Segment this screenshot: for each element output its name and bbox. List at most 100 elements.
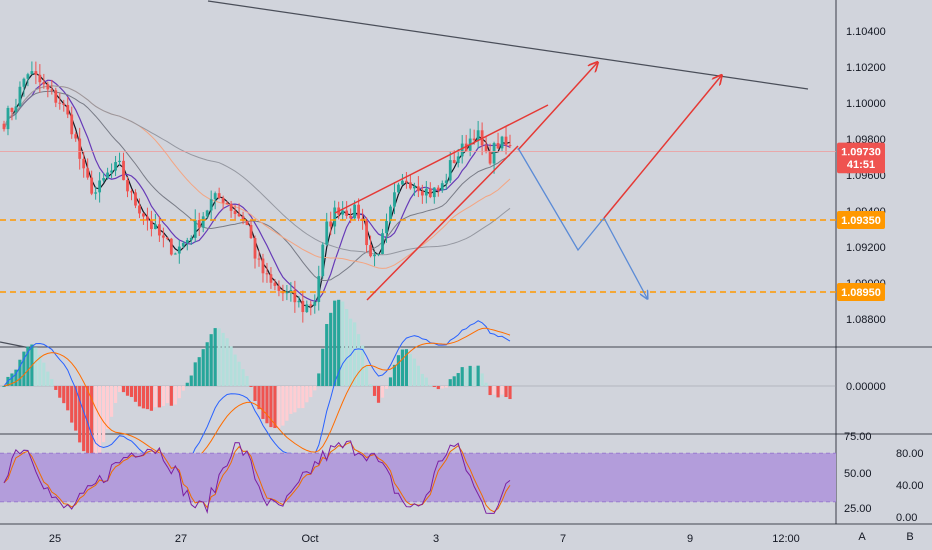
- macd-histogram-bar: [301, 386, 305, 409]
- candle-body: [273, 282, 277, 286]
- candle-body: [484, 145, 488, 152]
- candle-body: [46, 84, 50, 90]
- macd-histogram-bar: [133, 386, 138, 402]
- candle-body: [313, 302, 317, 306]
- candle-body: [241, 216, 245, 221]
- candle-body: [98, 180, 102, 193]
- macd-histogram-bar: [98, 386, 102, 454]
- candle-body: [221, 197, 225, 203]
- macd-pane: 0.00000: [0, 299, 886, 471]
- candle-body: [130, 191, 133, 193]
- wedge-lower-line: [366, 145, 519, 301]
- log-scale-button[interactable]: B: [906, 531, 913, 543]
- candle-body: [496, 143, 500, 149]
- time-tick-label: 12:00: [772, 533, 800, 545]
- projection-path-down: [517, 147, 605, 252]
- macd-histogram-bar: [341, 301, 345, 386]
- time-tick-label: Oct: [301, 533, 318, 545]
- candle-body: [345, 210, 349, 216]
- stoch-k-line: [3, 440, 511, 514]
- candle-body: [269, 274, 273, 283]
- macd-histogram-bar: [293, 386, 297, 413]
- candle-body: [436, 187, 440, 191]
- candle-body: [62, 103, 66, 105]
- macd-histogram-bar: [261, 386, 265, 419]
- macd-histogram-bar: [452, 376, 456, 386]
- candle-body: [2, 123, 6, 130]
- candle-body: [440, 183, 444, 191]
- price-axis: 1.104001.102001.100001.098001.096001.094…: [837, 26, 886, 326]
- macd-histogram-bar: [349, 318, 353, 386]
- macd-histogram-bar: [42, 362, 46, 386]
- macd-histogram-bar: [372, 386, 377, 396]
- macd-histogram-bar: [376, 386, 381, 403]
- candle-body: [70, 114, 74, 135]
- candle-body: [197, 220, 201, 228]
- auto-scale-button[interactable]: A: [858, 531, 866, 543]
- candle-body: [193, 220, 197, 238]
- macd-histogram-bar: [400, 349, 405, 386]
- macd-histogram-bar: [173, 386, 177, 405]
- macd-histogram-bar: [70, 386, 74, 423]
- stoch-right-tick-label: 80.00: [896, 448, 924, 460]
- macd-histogram-bar: [360, 345, 365, 386]
- candle-body: [82, 158, 86, 169]
- macd-histogram-bar: [273, 386, 277, 429]
- stoch-d-line: [3, 441, 511, 513]
- candle-body: [249, 225, 253, 239]
- candle-body: [285, 292, 289, 294]
- macd-histogram-bar: [58, 386, 62, 398]
- candle-body: [428, 188, 432, 198]
- projection-arrow-up: [517, 63, 597, 151]
- macd-histogram-bar: [82, 386, 86, 452]
- macd-histogram-bar: [317, 373, 321, 386]
- macd-histogram-bar: [484, 382, 488, 386]
- candle-body: [189, 237, 193, 241]
- candle-body: [245, 220, 249, 226]
- candle-body: [257, 258, 261, 260]
- macd-histogram-bar: [468, 365, 472, 386]
- macd-histogram-bar: [353, 322, 357, 386]
- candle-body: [385, 221, 388, 234]
- macd-histogram-bar: [416, 365, 420, 386]
- candle-body: [229, 203, 233, 211]
- candle-body: [237, 214, 241, 217]
- macd-histogram-bar: [245, 376, 249, 386]
- price-tag-label: 1.08950: [841, 287, 881, 299]
- candle-body: [321, 244, 325, 277]
- macd-histogram-bar: [129, 386, 134, 397]
- overbought-oversold-band: [0, 453, 836, 502]
- candle-body: [157, 224, 161, 236]
- macd-histogram-bar: [380, 386, 385, 398]
- candle-body: [161, 235, 165, 238]
- macd-histogram-bar: [102, 386, 106, 443]
- candle-body: [138, 205, 141, 214]
- projection-arrow-down: [603, 217, 647, 298]
- macd-histogram-bar: [329, 312, 333, 386]
- macd-histogram-bar: [436, 386, 440, 390]
- candle-body: [54, 90, 58, 103]
- moving-average-line: [3, 85, 511, 256]
- macd-histogram-bar: [157, 386, 161, 408]
- candle-body: [181, 243, 185, 247]
- scale-buttons[interactable]: A B: [858, 531, 913, 543]
- candle-body: [420, 191, 424, 196]
- candle-body: [412, 186, 416, 189]
- candle-body: [58, 102, 62, 104]
- candle-body: [416, 186, 420, 192]
- macd-histogram-bar: [177, 386, 181, 399]
- macd-histogram-bar: [74, 386, 78, 431]
- time-tick-label: 7: [560, 533, 566, 545]
- macd-histogram-bar: [121, 386, 126, 393]
- macd-histogram-bar: [496, 386, 500, 398]
- macd-histogram-bar: [333, 300, 337, 386]
- candle-body: [261, 258, 265, 274]
- macd-histogram-bar: [337, 299, 341, 386]
- candle-body: [126, 180, 129, 192]
- candle-body: [146, 216, 149, 221]
- macd-histogram-bar: [38, 354, 42, 386]
- candle-body: [381, 233, 384, 255]
- macd-histogram-bar: [313, 386, 317, 391]
- macd-histogram-bar: [165, 386, 169, 404]
- time-axis: 25 27 Oct 3 7 9 12:00: [49, 533, 800, 545]
